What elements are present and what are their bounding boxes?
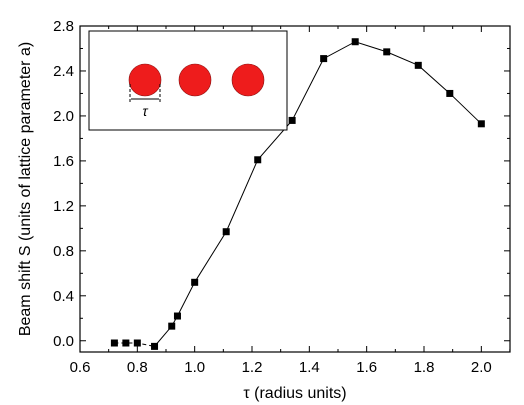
x-tick-label: 1.8 <box>414 359 435 376</box>
data-point <box>414 61 422 69</box>
inset-circle <box>178 63 212 97</box>
data-point <box>191 278 199 286</box>
data-point <box>168 322 176 330</box>
y-tick-label: 1.6 <box>53 153 74 170</box>
data-point <box>151 342 159 350</box>
data-point <box>351 38 359 46</box>
x-tick-label: 1.0 <box>184 359 205 376</box>
plot-frame <box>79 25 511 353</box>
data-point <box>477 120 485 128</box>
y-tick-label: 0.0 <box>53 333 74 350</box>
x-tick-label: 1.4 <box>299 359 320 376</box>
data-point <box>254 156 262 164</box>
inset-circles <box>128 63 265 97</box>
data-point <box>288 116 296 124</box>
x-tick-label: 0.8 <box>127 359 148 376</box>
inset: τ <box>88 30 288 131</box>
x-tick-label: 0.6 <box>70 359 91 376</box>
y-axis-label: Beam shift S (units of lattice parameter… <box>17 42 34 336</box>
y-tick-label: 0.4 <box>53 288 74 305</box>
data-point <box>173 312 181 320</box>
series-line-dashed <box>114 342 155 347</box>
y-tick-label: 0.8 <box>53 243 74 260</box>
y-tick-label: 1.2 <box>53 198 74 215</box>
series-points <box>110 38 485 350</box>
y-tick-label: 2.4 <box>53 63 74 80</box>
y-tick-label: 2.0 <box>53 108 74 125</box>
data-point <box>446 89 454 97</box>
inset-circle <box>231 63 265 97</box>
data-point <box>133 339 141 347</box>
x-tick-label: 1.2 <box>242 359 263 376</box>
data-point <box>110 339 118 347</box>
data-point <box>122 339 130 347</box>
x-tick-label: 2.0 <box>471 359 492 376</box>
data-point <box>222 228 230 236</box>
x-tick-label: 1.6 <box>356 359 377 376</box>
inset-tau-label: τ <box>142 103 148 119</box>
tick-labels: 0.6 0.8 1.0 1.2 1.4 1.6 1.8 2.0 0.0 0.4 0.8 1.2 1.6 2… <box>53 18 492 376</box>
y-tick-label: 2.8 <box>53 18 74 35</box>
x-axis-label: τ (radius units) <box>243 385 346 402</box>
inset-circle <box>128 63 162 97</box>
data-point <box>383 48 391 56</box>
data-point <box>320 55 328 63</box>
